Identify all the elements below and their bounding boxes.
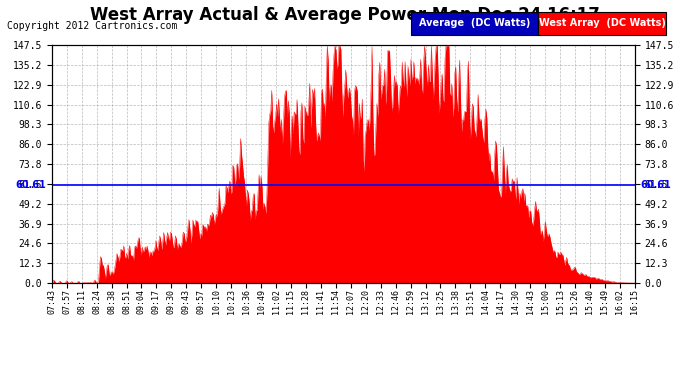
Text: West Array  (DC Watts): West Array (DC Watts): [539, 18, 665, 28]
Text: Copyright 2012 Cartronics.com: Copyright 2012 Cartronics.com: [7, 21, 177, 31]
Text: 60.61: 60.61: [640, 180, 671, 190]
Text: Average  (DC Watts): Average (DC Watts): [419, 18, 530, 28]
Text: 60.61: 60.61: [15, 180, 46, 190]
Text: West Array Actual & Average Power Mon Dec 24 16:17: West Array Actual & Average Power Mon De…: [90, 6, 600, 24]
